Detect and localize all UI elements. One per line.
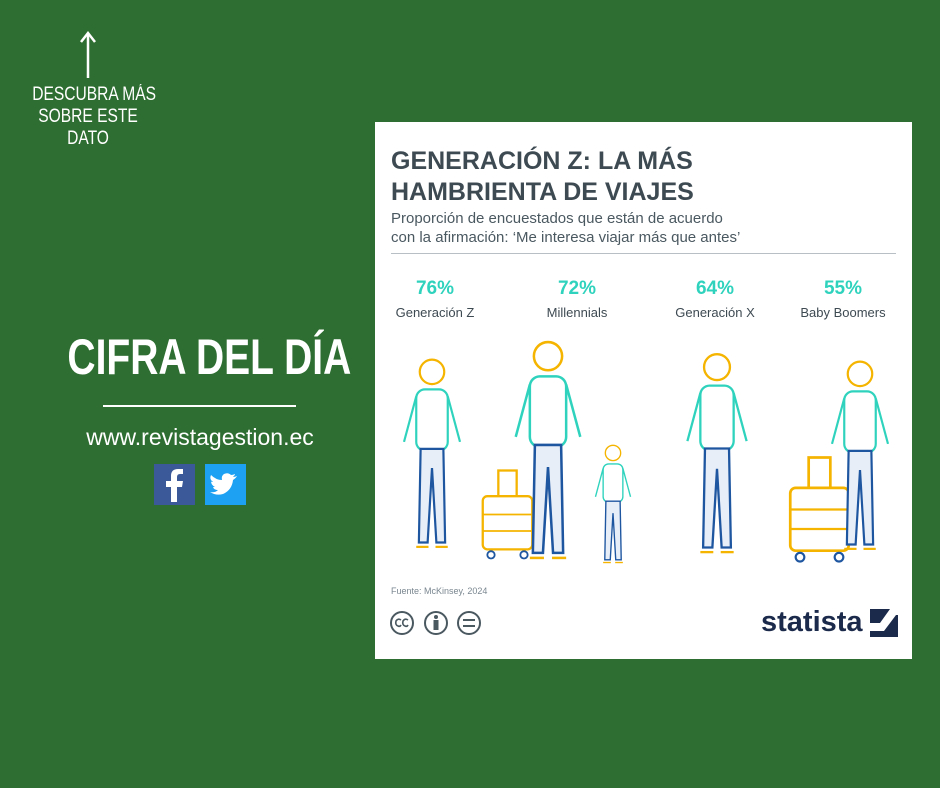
card-title: GENERACIÓN Z: LA MÁS HAMBRIENTA DE VIAJE…	[391, 146, 694, 208]
divider	[103, 405, 296, 407]
website[interactable]: www.revistagestion.ec	[86, 424, 314, 450]
card-subtitle: Proporción de encuestados que están de a…	[391, 209, 740, 247]
twitter-icon[interactable]	[205, 464, 246, 505]
figure-child	[594, 444, 632, 564]
suitcase	[481, 469, 534, 560]
group-label: Generación Z	[395, 305, 475, 320]
group-value: 72%	[557, 278, 597, 299]
group-value: 76%	[415, 278, 455, 299]
cta-line: DATO	[67, 128, 109, 149]
suitcase	[788, 456, 851, 563]
group-value: 64%	[695, 278, 735, 299]
illustration	[402, 340, 890, 564]
figure-gen-z	[402, 358, 462, 549]
heading: CIFRA DEL DÍA	[67, 329, 352, 385]
group-label: Millennials	[546, 305, 608, 320]
brand-logo: statista	[761, 606, 863, 638]
cta-line: SOBRE ESTE	[38, 106, 138, 127]
subtitle-line: con la afirmación: ‘Me interesa viajar m…	[391, 229, 741, 246]
infographic-card: GENERACIÓN Z: LA MÁS HAMBRIENTA DE VIAJE…	[375, 122, 912, 659]
source: Fuente: McKinsey, 2024	[391, 586, 488, 596]
license-icons	[390, 611, 481, 635]
figure-gen-x	[686, 352, 748, 554]
brand-mark	[870, 609, 898, 637]
facebook-icon[interactable]	[154, 464, 195, 505]
group-value: 55%	[823, 278, 863, 299]
cta-link[interactable]: DESCUBRA MÁS SOBRE ESTE DATO	[32, 84, 157, 150]
group-label: Generación X	[675, 305, 755, 320]
title-line: GENERACIÓN Z: LA MÁS	[391, 147, 693, 175]
cta-line: DESCUBRA MÁS	[32, 84, 157, 105]
title-line: HAMBRIENTA DE VIAJES	[391, 178, 694, 206]
subtitle-line: Proporción de encuestados que están de a…	[391, 210, 723, 227]
group-label: Baby Boomers	[800, 305, 886, 320]
divider	[391, 253, 896, 254]
arrow-icon	[80, 30, 96, 78]
social-icons	[154, 464, 246, 505]
